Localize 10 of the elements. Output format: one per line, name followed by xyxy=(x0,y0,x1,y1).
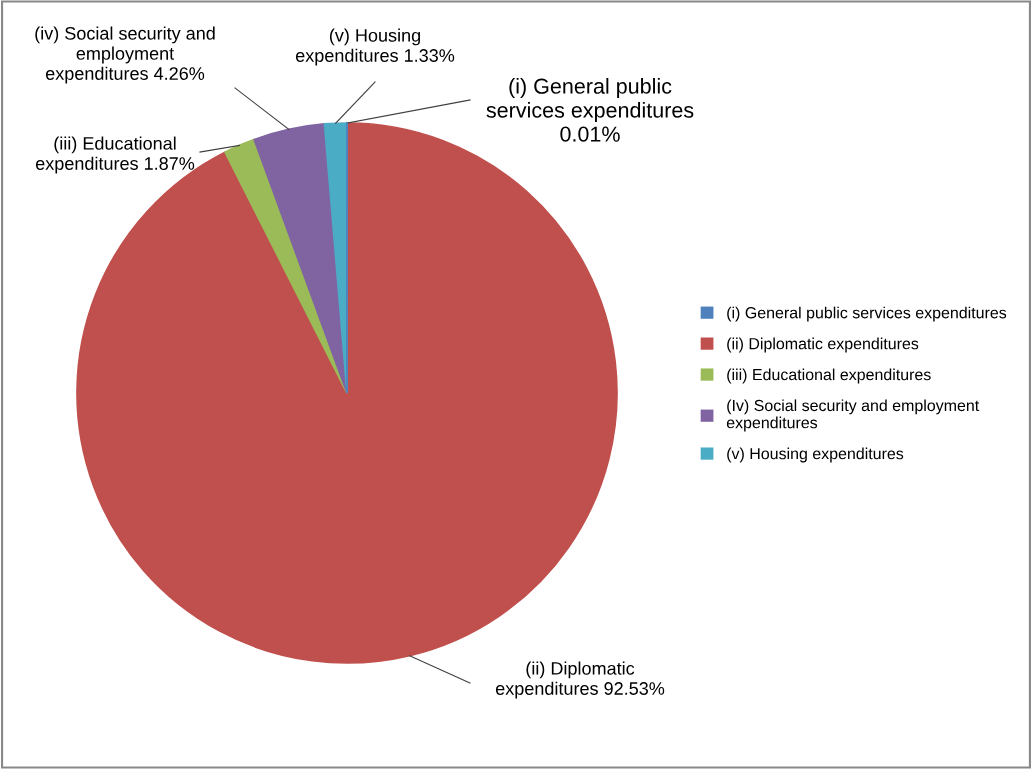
data-label: (ii) Diplomatic expenditures 92.53% xyxy=(495,661,665,699)
legend-label: (v) Housing expenditures xyxy=(727,447,904,463)
data-label: (iv) Social security and employment expenditures 4.26% xyxy=(35,26,215,84)
legend-label: (Iv) Social security and employment expenditures xyxy=(726,399,980,432)
data-label: (i) General public services expenditures 0.01% xyxy=(486,78,694,142)
data-label: (iii) Educational expenditures 1.87% xyxy=(35,136,195,174)
data-label: (v) Housing expenditures 1.33% xyxy=(295,28,455,66)
legend-label: (iii) Educational expenditures xyxy=(727,368,931,384)
legend-label: (ii) Diplomatic expenditures xyxy=(727,337,919,353)
legend-label: (i) General public services expenditures xyxy=(727,306,1007,322)
